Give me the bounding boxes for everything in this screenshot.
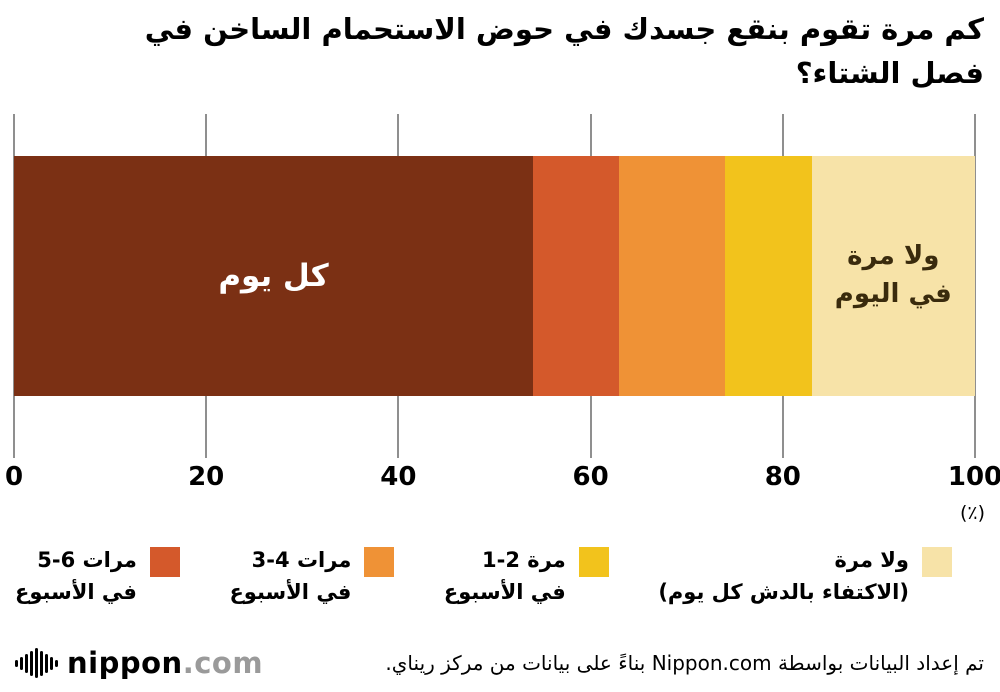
legend-label-0: مرات 6-5 في الأسبوع [15,545,137,608]
logo-text: nippon.com [67,646,263,680]
legend-label-line1: ولا مرة [834,548,909,572]
chart-title: كم مرة تقوم بنقع جسدك في حوض الاستحمام ا… [0,0,1000,95]
bar-segment-3 [725,156,812,396]
legend-label-line1: مرات 4-3 [251,548,352,572]
legend-label-line2: (الاكتفاء بالدش كل يوم) [658,579,909,604]
chart-title-line2: فصل الشتاء؟ [795,55,984,90]
x-tick-80: 80 [764,462,801,492]
logo-text-main: nippon [67,646,183,680]
legend-label-line2: في الأسبوع [15,579,137,604]
legend-item-1: مرات 4-3 في الأسبوع [229,545,395,608]
legend-swatch-3 [921,547,952,577]
legend-label-3: ولا مرة (الاكتفاء بالدش كل يوم) [658,545,909,608]
bar-segment-2 [619,156,726,396]
legend-label-line1: مرة 2-1 [482,548,566,572]
percent-unit-label: (٪) [959,502,986,524]
chart-title-line1: كم مرة تقوم بنقع جسدك في حوض الاستحمام ا… [144,12,984,46]
x-tick-100: 100 [947,462,1000,492]
soundwave-icon [15,648,58,678]
legend-label-1: مرات 4-3 في الأسبوع [229,545,351,608]
logo-text-suffix: .com [182,646,264,680]
legend-swatch-1 [364,547,395,577]
x-tick-20: 20 [188,462,225,492]
chart-area: كل يوم ولا مرة في اليوم 0 20 40 60 80 100 (٪) [5,114,1000,524]
bar-segment-1 [532,156,620,396]
bar-segment-4: ولا مرة في اليوم [811,156,975,396]
bar-segment-label-4: ولا مرة في اليوم [834,241,952,309]
legend-item-2: مرة 2-1 في الأسبوع [444,545,609,608]
legend-swatch-0 [149,547,180,577]
legend-label-line1: مرات 6-5 [37,548,137,572]
legend-label-line2: في الأسبوع [443,579,566,604]
legend-label-2: مرة 2-1 في الأسبوع [444,545,566,608]
bar-segment-label-0: كل يوم [218,257,329,294]
legend: مرات 6-5 في الأسبوع مرات 4-3 في الأسبوع مرة … [15,545,952,608]
x-tick-0: 0 [4,462,24,492]
nippon-logo: nippon.com [15,646,263,680]
legend-item-0: مرات 6-5 في الأسبوع [15,545,180,608]
footer: nippon.com تم إعداد البيانات بواسطة Nipp… [15,642,984,684]
legend-swatch-2 [578,547,609,577]
x-tick-40: 40 [380,462,417,492]
bar-segment-0: كل يوم [14,156,533,396]
legend-item-3: ولا مرة (الاكتفاء بالدش كل يوم) [658,545,952,608]
legend-label-line2: في الأسبوع [229,579,352,604]
stacked-bar: كل يوم ولا مرة في اليوم [14,156,975,396]
attribution-text: تم إعداد البيانات بواسطة Nippon.com بناء… [385,651,984,675]
x-axis: 0 20 40 60 80 100 (٪) [5,458,1000,528]
x-tick-60: 60 [572,462,609,492]
gridline-100 [974,114,976,458]
